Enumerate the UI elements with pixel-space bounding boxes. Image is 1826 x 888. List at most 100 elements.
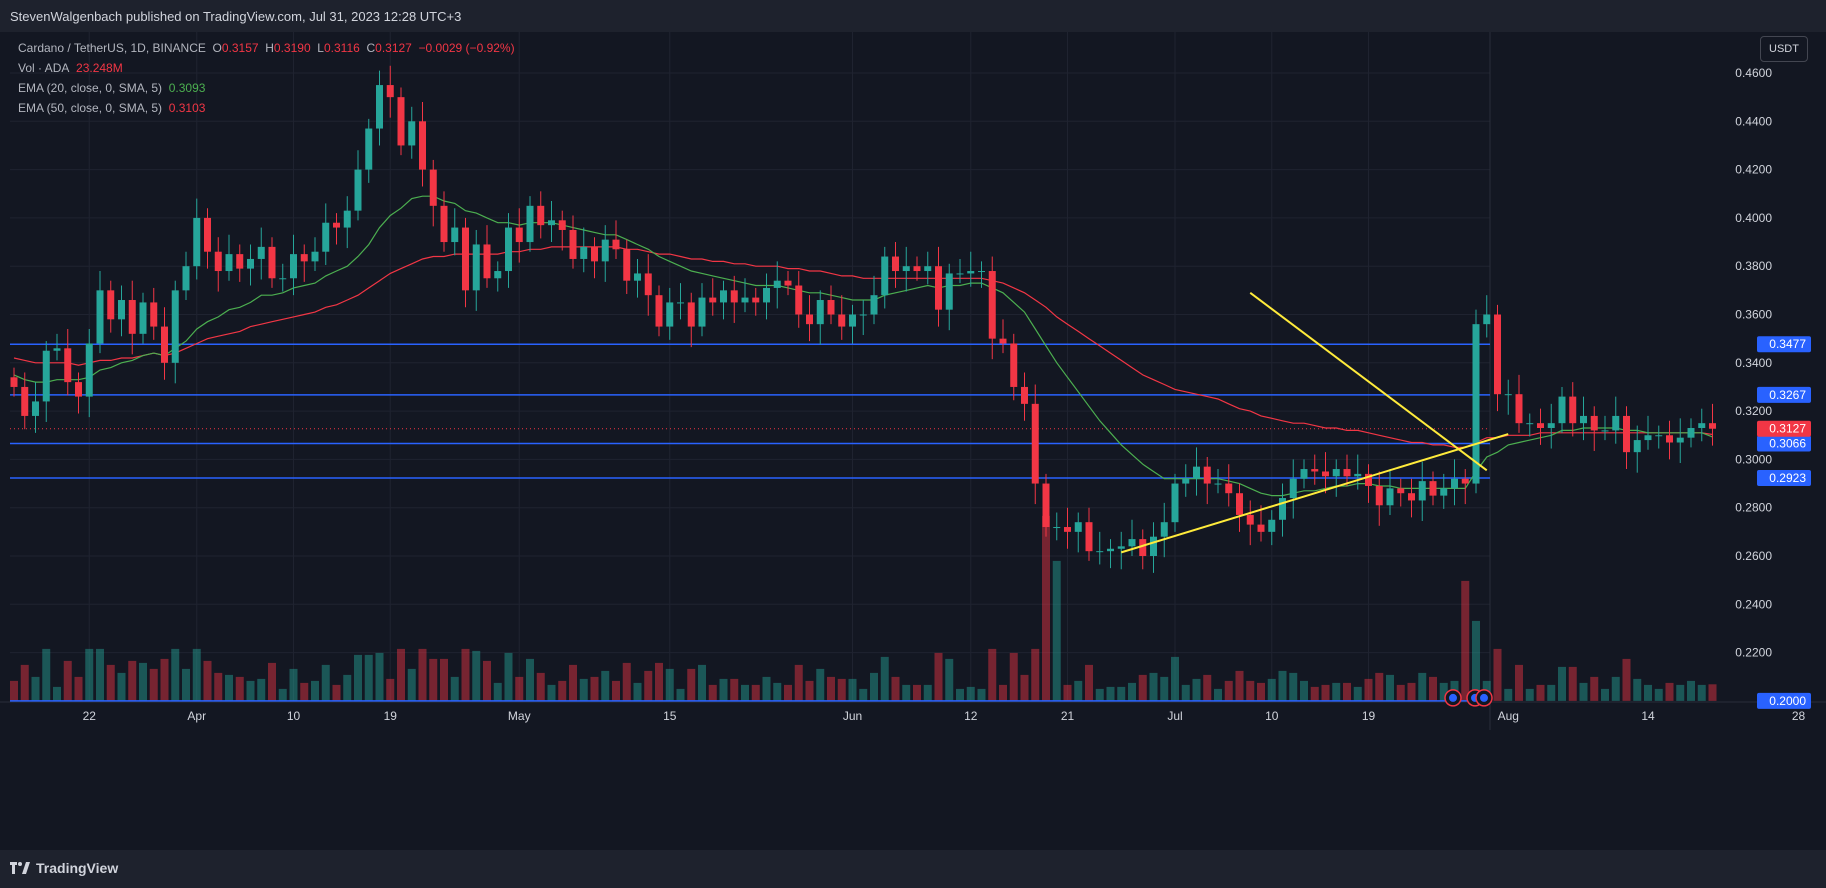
volume-bar (235, 676, 244, 701)
candle (1590, 406, 1598, 451)
candle (1698, 408, 1706, 442)
tradingview-logo[interactable]: TradingView (10, 860, 118, 876)
x-tick-label: 19 (1362, 709, 1376, 723)
y-tick-label: 0.3800 (1735, 259, 1772, 273)
volume-bar (1289, 672, 1298, 701)
volume-bar (665, 668, 674, 701)
candle (214, 237, 222, 292)
candle (225, 234, 233, 281)
volume-bar (1214, 688, 1222, 701)
volume-bar (676, 688, 685, 701)
volume-bar (1117, 686, 1126, 701)
candle-body (526, 205, 534, 243)
candle-body (634, 273, 641, 281)
candle (1676, 418, 1684, 464)
last-price-badge-bg (1757, 420, 1811, 437)
volume-bar (493, 682, 502, 701)
horizontal-levels (10, 343, 1490, 702)
tradingview-logo-icon (10, 862, 30, 874)
candle (451, 208, 459, 256)
candle-body (257, 246, 265, 259)
candle-body (601, 239, 609, 262)
volume-bar (1375, 672, 1384, 701)
candle (397, 87, 405, 156)
volume-bar (1579, 682, 1588, 701)
volume-bar (504, 652, 513, 701)
candle (75, 372, 82, 414)
candle (1203, 456, 1211, 505)
volume-bar (53, 686, 61, 701)
volume-bar (966, 686, 975, 701)
volume-bar (311, 680, 319, 701)
volume-bar (784, 684, 792, 701)
candle-body (64, 348, 72, 383)
volume-bar (837, 678, 846, 701)
candle (623, 239, 631, 294)
candle-body (96, 290, 104, 344)
event-flag-dot-icon (1480, 693, 1488, 702)
volume-bar (332, 684, 341, 701)
candle (1537, 408, 1544, 445)
candle-body (462, 227, 469, 291)
volume-bar (429, 658, 438, 701)
legend-high-value: 0.3190 (273, 41, 311, 55)
volume-bar (1353, 686, 1362, 701)
candle-body (1139, 539, 1147, 556)
level-badge: 0.3267 (1757, 386, 1811, 403)
candle (1171, 473, 1179, 532)
candle (1343, 454, 1351, 486)
legend-ohlc-row: Cardano / TetherUS, 1D, BINANCE O0.3157 … (18, 38, 515, 58)
volume-bar (515, 676, 524, 701)
candle-body (333, 222, 340, 228)
volume-bar (300, 682, 309, 701)
candle-body (53, 348, 61, 351)
candle (1461, 469, 1469, 505)
candle (1150, 522, 1157, 573)
volume-bar (225, 674, 233, 701)
trendline (1249, 291, 1488, 472)
candle-body (795, 285, 803, 315)
candle (881, 246, 889, 309)
volume-bar (751, 684, 760, 701)
candle-body (225, 254, 233, 272)
candle (1440, 473, 1448, 509)
volume-bar (1042, 515, 1050, 701)
candle (1268, 510, 1276, 546)
candle-body (1515, 394, 1523, 424)
candle-body (429, 169, 437, 206)
candle-body (924, 266, 932, 272)
candle-body (118, 300, 125, 320)
candle (666, 287, 674, 340)
volume-bar (880, 656, 889, 701)
price-chart[interactable]: 0.4600 0.4400 0.4200 0.4000 0.3800 0.3600 0.34… (0, 32, 1826, 850)
candle-body (1429, 481, 1437, 496)
candle-body (698, 297, 706, 327)
candle (1687, 418, 1695, 448)
candle-body (1590, 415, 1598, 431)
candle (1612, 396, 1620, 444)
legend-close-label: C (366, 41, 376, 55)
candle (10, 367, 18, 397)
candle (311, 237, 319, 272)
ema50-line (13, 246, 1713, 448)
candle (1246, 500, 1254, 546)
volume-bar (1203, 674, 1212, 701)
candle-body (773, 280, 781, 288)
level-badge-text: 0.3267 (1769, 388, 1806, 402)
volume-bar (1536, 684, 1545, 701)
candle (548, 200, 555, 243)
candle-body (859, 314, 867, 316)
candle-body (236, 254, 244, 269)
currency-button[interactable]: USDT (1760, 36, 1808, 62)
volume-bar (1611, 676, 1620, 701)
candle (150, 287, 158, 340)
volume-bar (1461, 580, 1470, 701)
candle (1074, 512, 1082, 553)
legend-ema50-label: EMA (50, close, 0, SMA, 5) (18, 101, 163, 115)
legend-volume-value: 23.248M (76, 61, 123, 75)
volume-bar (268, 662, 276, 701)
candle (1472, 309, 1480, 494)
level-badge: 0.3477 (1757, 336, 1811, 353)
candle-body (720, 290, 727, 303)
y-tick-label: 0.4000 (1735, 211, 1772, 225)
